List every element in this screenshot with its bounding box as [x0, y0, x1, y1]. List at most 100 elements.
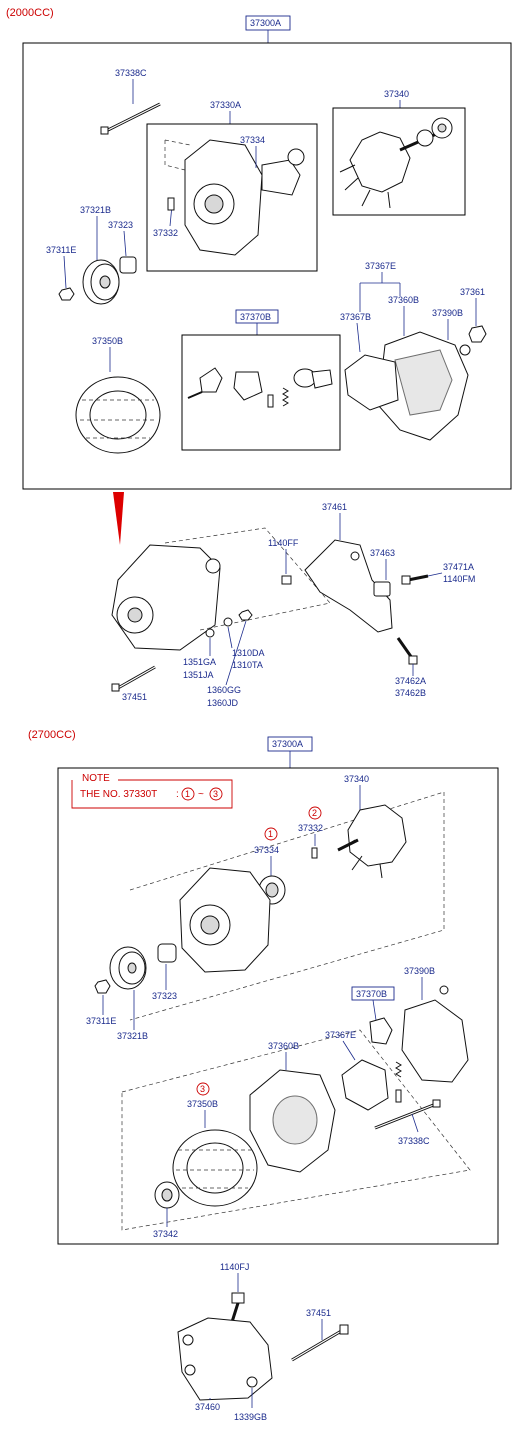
red-pointer-arrow	[113, 492, 124, 545]
label-1360GG[interactable]: 1360GG	[207, 685, 241, 695]
note-circle-3: 3	[213, 789, 218, 799]
label-37462A[interactable]: 37462A	[395, 676, 426, 686]
pulley-37321B-bottom	[109, 946, 147, 990]
label-37321B-bottom[interactable]: 37321B	[117, 1031, 148, 1041]
label-1310DA[interactable]: 1310DA	[232, 648, 265, 658]
bolt-37451-bracket	[291, 1324, 349, 1362]
label-37338C[interactable]: 37338C	[115, 68, 147, 78]
nut-37361	[468, 325, 487, 343]
label-37332-bottom[interactable]: 37332	[298, 823, 323, 833]
label-37461[interactable]: 37461	[322, 502, 347, 512]
regulator-37370B-bottom	[369, 1017, 402, 1103]
nut-1339GB	[246, 1376, 258, 1388]
label-37367E-bottom[interactable]: 37367E	[325, 1030, 356, 1040]
label-1310TA[interactable]: 1310TA	[232, 660, 263, 670]
bolt-1140FJ	[230, 1292, 245, 1323]
label-37338C-bottom[interactable]: 37338C	[398, 1136, 430, 1146]
note-circle-1: 1	[185, 789, 190, 799]
frame-2000cc	[22, 42, 512, 490]
marker-circle-3-text: 3	[200, 1084, 205, 1094]
box-37330A	[146, 123, 318, 272]
label-37350B-top[interactable]: 37350B	[92, 336, 123, 346]
label-37370B-bottom[interactable]: 37370B	[356, 989, 387, 999]
label-37390B-top[interactable]: 37390B	[432, 308, 463, 318]
label-37360B-top[interactable]: 37360B	[388, 295, 419, 305]
section-label-2700cc: (2700CC)	[28, 729, 76, 741]
nut-37311E	[58, 287, 75, 301]
regulator-37370B	[187, 367, 333, 408]
marker-circle-2	[308, 806, 322, 820]
frame-2700cc	[57, 767, 499, 1245]
bolt-37338C-bottom	[374, 1099, 441, 1130]
note-title: NOTE	[82, 773, 110, 784]
label-37463[interactable]: 37463	[370, 548, 395, 558]
screw-37332-bottom	[311, 847, 318, 859]
label-1351GA[interactable]: 1351GA	[183, 657, 216, 667]
note-box: NOTE THE NO. 37330T : 1 ~ 3	[71, 773, 233, 809]
label-37350B-bottom[interactable]: 37350B	[187, 1099, 218, 1109]
label-37300A-bottom[interactable]: 37300A	[272, 739, 303, 749]
label-1360JD[interactable]: 1360JD	[207, 698, 239, 708]
nut-1360GG	[238, 609, 253, 621]
label-37332-top[interactable]: 37332	[153, 228, 178, 238]
label-37340-bottom[interactable]: 37340	[344, 774, 369, 784]
note-range-dash: ~	[198, 789, 204, 800]
label-37451-top[interactable]: 37451	[122, 692, 147, 702]
label-37370B-top[interactable]: 37370B	[240, 312, 271, 322]
label-37334-top[interactable]: 37334	[240, 135, 265, 145]
label-1351JA[interactable]: 1351JA	[183, 670, 214, 680]
screw-37332	[167, 197, 175, 211]
bushing-37463	[373, 581, 391, 597]
label-1140FM[interactable]: 1140FM	[443, 574, 475, 584]
label-37311E-top[interactable]: 37311E	[46, 245, 76, 255]
spacer-37323-bottom	[157, 943, 177, 963]
section-label-2000cc: (2000CC)	[6, 7, 54, 19]
pulley-37321B	[82, 259, 120, 305]
label-37323-top[interactable]: 37323	[108, 220, 133, 230]
note-range-sep: :	[176, 789, 179, 800]
label-37360B-bottom[interactable]: 37360B	[268, 1041, 299, 1051]
label-37342[interactable]: 37342	[153, 1229, 178, 1239]
label-1339GB[interactable]: 1339GB	[234, 1412, 267, 1422]
box-37370B	[181, 334, 341, 451]
label-37311E-bottom[interactable]: 37311E	[86, 1016, 116, 1026]
washer-1351GA	[205, 628, 215, 638]
bolt-37451	[111, 665, 156, 692]
stator-37350B-bottom	[172, 1129, 258, 1207]
bolt-37462A	[396, 637, 418, 665]
dash-guide-lower	[121, 1029, 471, 1231]
label-1140FJ[interactable]: 1140FJ	[220, 1262, 249, 1272]
rear-housing-37360B	[344, 331, 471, 441]
bolt-37338C	[100, 102, 161, 135]
label-37451-bracket[interactable]: 37451	[306, 1308, 331, 1318]
label-1140FF[interactable]: 1140FF	[268, 538, 299, 548]
label-37330A[interactable]: 37330A	[210, 100, 241, 110]
label-37460[interactable]: 37460	[195, 1402, 220, 1412]
marker-circle-3	[196, 1082, 210, 1096]
marker-circle-1	[264, 827, 278, 841]
bracket-37460	[177, 1317, 273, 1401]
spacer-37323	[119, 256, 137, 274]
label-37462B[interactable]: 37462B	[395, 688, 426, 698]
label-37390B-bottom[interactable]: 37390B	[404, 966, 435, 976]
label-37340-top[interactable]: 37340	[384, 89, 409, 99]
alternator-assembly-2000cc	[111, 527, 331, 651]
stator-37350B	[75, 376, 161, 454]
label-37367E-top[interactable]: 37367E	[365, 261, 396, 271]
label-37471A[interactable]: 37471A	[443, 562, 474, 572]
rear-housing-37360B-bottom	[249, 1069, 336, 1173]
washer-1310DA	[223, 617, 233, 627]
label-37367B[interactable]: 37367B	[340, 312, 371, 322]
front-housing-37330A	[164, 139, 305, 256]
label-37334-bottom[interactable]: 37334	[254, 845, 279, 855]
bolt-1140FF	[281, 575, 292, 585]
label-37300A-top[interactable]: 37300A	[250, 18, 281, 28]
front-housing-2700cc	[179, 867, 271, 973]
marker-circle-2-text: 2	[312, 808, 317, 818]
label-37361[interactable]: 37361	[460, 287, 485, 297]
label-37323-bottom[interactable]: 37323	[152, 991, 177, 1001]
label-37321B-top[interactable]: 37321B	[80, 205, 111, 215]
bearing-37342	[154, 1181, 180, 1209]
brush-holder-37367E	[341, 1059, 389, 1111]
